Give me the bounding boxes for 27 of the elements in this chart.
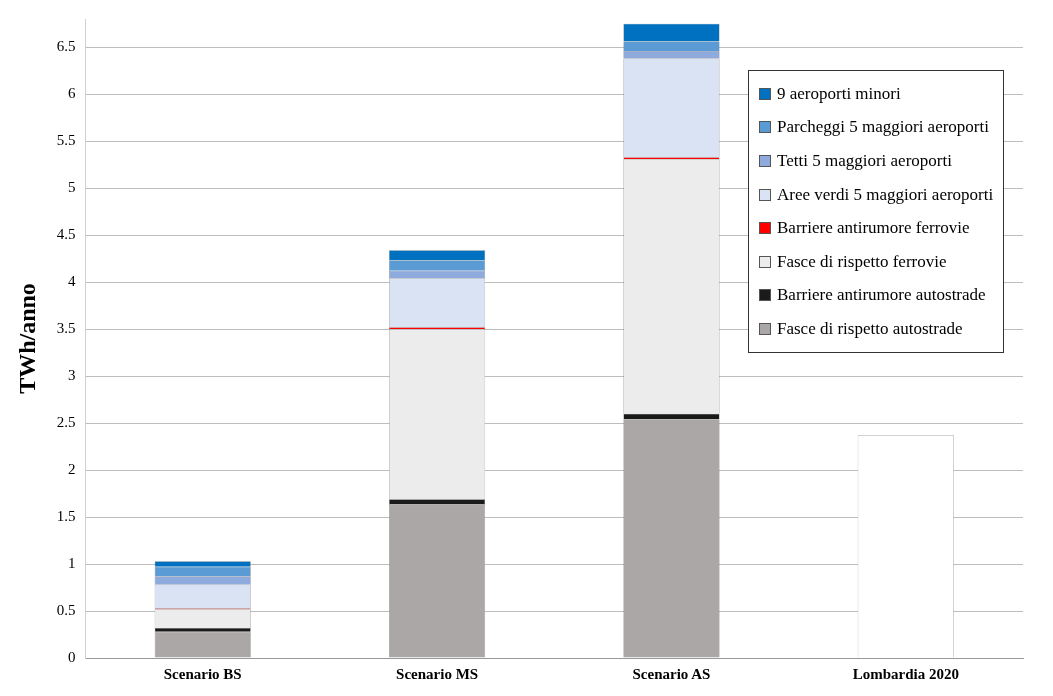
y-tick-label: 5 xyxy=(68,179,76,196)
y-tick-label: 2 xyxy=(68,461,76,477)
legend-label: Fasce di rispetto ferrovie xyxy=(777,251,947,272)
legend-label: Barriere antirumore autostrade xyxy=(777,285,986,306)
y-tick-label: 4 xyxy=(68,273,77,290)
x-tick-label: Scenario AS xyxy=(632,665,711,682)
legend-label: Barriere antirumore ferrovie xyxy=(777,218,970,239)
x-tick-label: Scenario MS xyxy=(396,665,479,682)
x-tick-label: Lombardia 2020 xyxy=(852,665,959,682)
y-tick-label: 6 xyxy=(68,85,77,102)
y-axis-title: TWh/anno xyxy=(13,283,40,394)
y-tick-label: 0 xyxy=(68,648,76,665)
x-tick-label: Scenario BS xyxy=(163,665,242,682)
legend-label: Tetti 5 maggiori aeroporti xyxy=(777,150,952,171)
y-tick-label: 2.5 xyxy=(56,414,76,431)
legend-label: 9 aeroporti minori xyxy=(777,83,901,104)
y-tick-label: 1.5 xyxy=(56,507,76,524)
y-tick-label: 5.5 xyxy=(56,132,76,149)
y-tick-label: 3 xyxy=(68,367,76,384)
y-tick-label: 6.5 xyxy=(56,38,76,55)
y-tick-label: 1 xyxy=(68,554,76,571)
legend-label: Fasce di rispetto autostrade xyxy=(777,318,963,339)
y-tick-label: 3.5 xyxy=(56,320,76,337)
legend-label: Parcheggi 5 maggiori aeroporti xyxy=(777,117,989,138)
y-tick-label: 4.5 xyxy=(56,226,76,243)
legend-label: Aree verdi 5 maggiori aeroporti xyxy=(777,184,994,205)
y-tick-label: 0.5 xyxy=(56,601,76,618)
